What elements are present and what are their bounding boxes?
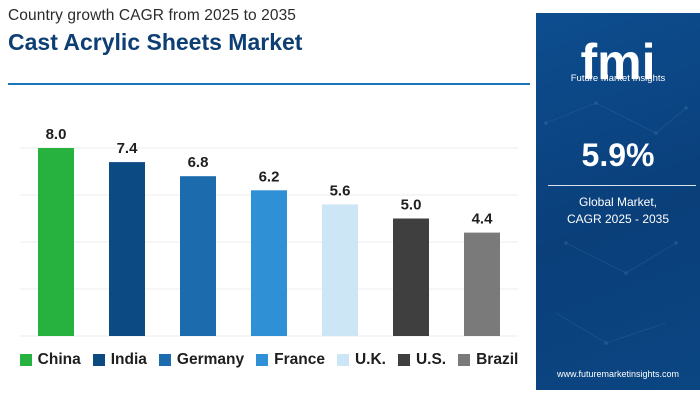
bar-brazil [464, 232, 500, 336]
legend-label: France [274, 351, 325, 368]
legend-item: India [92, 351, 147, 369]
legend-swatch [458, 354, 471, 366]
bar-chart: 8.0 7.4 6.8 6.2 5.6 5.0 4.4 [8, 88, 530, 390]
side-panel: fmi Future Market Insights 5.9% Global M… [536, 13, 700, 390]
legend-label: U.S. [415, 351, 447, 368]
legend-item: Germany [158, 351, 245, 369]
bar-india [109, 162, 145, 336]
chart-title: Cast Acrylic Sheets Market [8, 29, 303, 55]
legend-swatch [158, 354, 171, 366]
fmi-logo: fmi [581, 34, 656, 90]
bar-uk [322, 204, 358, 336]
legend-swatch [256, 354, 269, 366]
legend-item: Brazil [458, 351, 518, 369]
title-divider [8, 83, 530, 85]
bar-germany [180, 176, 216, 336]
data-label: 6.8 [188, 154, 209, 171]
data-label: 8.0 [46, 126, 67, 143]
legend-label: U.K. [354, 351, 386, 368]
panel-network-pattern [544, 101, 688, 345]
legend-label: India [110, 351, 147, 368]
website-url: www.futuremarketinsights.com [556, 369, 680, 379]
global-cagr-caption: Global Market, CAGR 2025 - 2035 [536, 194, 700, 228]
side-divider [548, 185, 696, 186]
data-label: 5.6 [330, 182, 351, 199]
logo-wordmark: fmi [581, 34, 656, 90]
legend-item: France [256, 351, 325, 369]
legend-swatch [92, 354, 105, 366]
data-label: 7.4 [117, 140, 139, 157]
chart-subtitle: Country growth CAGR from 2025 to 2035 [8, 7, 297, 24]
header: Country growth CAGR from 2025 to 2035 Ca… [8, 6, 528, 57]
caption-line-2: CAGR 2025 - 2035 [566, 212, 670, 226]
legend-swatch [336, 354, 349, 366]
bar-chart-svg: 8.0 7.4 6.8 6.2 5.6 5.0 4.4 [20, 126, 518, 337]
caption-line-1: Global Market, [578, 195, 658, 209]
bar-china [38, 148, 74, 336]
legend-label: Brazil [476, 351, 519, 368]
legend-swatch [19, 354, 32, 366]
legend-item: U.K. [336, 351, 386, 369]
bar-france [251, 190, 287, 336]
bar-us [393, 218, 429, 336]
data-label: 6.2 [259, 168, 280, 185]
legend-label: China [37, 351, 81, 368]
data-label: 4.4 [472, 211, 494, 228]
global-cagr-value: 5.9% [581, 137, 655, 173]
legend-swatch [397, 354, 410, 366]
logo-tagline: Future Market Insights [570, 73, 666, 84]
chart-legend: China India Germany France U.K. U.S. Brazil [8, 349, 530, 371]
legend-label: Germany [176, 351, 245, 368]
legend-item: U.S. [397, 351, 447, 369]
legend-item: China [19, 351, 81, 369]
data-label: 5.0 [401, 197, 422, 214]
